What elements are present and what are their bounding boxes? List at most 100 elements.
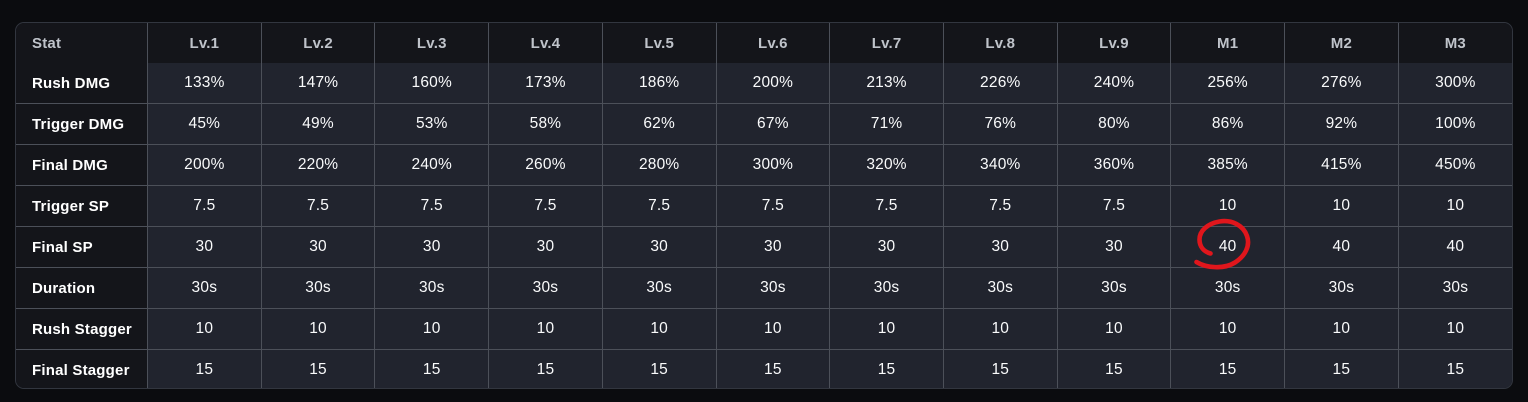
value-cell: 186% xyxy=(602,63,717,104)
column-header-m1: M1 xyxy=(1170,23,1286,63)
header-row: Stat Lv.1 Lv.2 Lv.3 Lv.4 Lv.5 Lv.6 Lv.7 Lv.8 Lv.9… xyxy=(16,23,1512,63)
row-label-final-dmg: Final DMG xyxy=(16,144,148,186)
value-cell: 30s xyxy=(147,267,262,309)
value-cell: 10 xyxy=(147,308,262,350)
row-label-rush-stagger: Rush Stagger xyxy=(16,308,148,350)
column-header-lv-9: Lv.9 xyxy=(1057,23,1172,63)
column-header-m3: M3 xyxy=(1398,23,1512,63)
value-cell: 7.5 xyxy=(1057,185,1172,227)
value-cell: 15 xyxy=(602,349,717,388)
column-header-lv-5: Lv.5 xyxy=(602,23,717,63)
value-cell: 30s xyxy=(602,267,717,309)
value-cell: 15 xyxy=(1170,349,1286,388)
value-cell: 30s xyxy=(261,267,376,309)
value-cell: 45% xyxy=(147,103,262,145)
value-cell: 160% xyxy=(374,63,490,104)
value-cell: 10 xyxy=(1170,185,1286,227)
table-row-final-dmg: Final DMG 200% 220% 240% 260% 280% 300% 320% 340… xyxy=(16,144,1512,186)
value-cell: 240% xyxy=(374,144,490,186)
value-cell: 15 xyxy=(716,349,831,388)
value-cell: 147% xyxy=(261,63,376,104)
row-label-duration: Duration xyxy=(16,267,148,309)
row-label-trigger-dmg: Trigger DMG xyxy=(16,103,148,145)
value-cell: 15 xyxy=(943,349,1058,388)
value-cell: 7.5 xyxy=(488,185,603,227)
value-cell: 40 xyxy=(1398,226,1512,268)
value-cell: 15 xyxy=(374,349,490,388)
value-cell: 10 xyxy=(716,308,831,350)
value-cell: 385% xyxy=(1170,144,1286,186)
value-cell: 30 xyxy=(829,226,944,268)
table-row-final-stagger: Final Stagger 15 15 15 15 15 15 15 15 15 15 15 15 xyxy=(16,349,1512,388)
value-cell: 76% xyxy=(943,103,1058,145)
column-header-lv-1: Lv.1 xyxy=(147,23,262,63)
table-row-duration: Duration 30s 30s 30s 30s 30s 30s 30s 30s 30s 30s 30… xyxy=(16,267,1512,309)
value-cell: 71% xyxy=(829,103,944,145)
value-cell: 30s xyxy=(1398,267,1512,309)
value-cell: 62% xyxy=(602,103,717,145)
value-cell: 220% xyxy=(261,144,376,186)
value-cell: 30 xyxy=(374,226,490,268)
column-header-lv-6: Lv.6 xyxy=(716,23,831,63)
value-cell: 7.5 xyxy=(602,185,717,227)
value-cell: 30s xyxy=(829,267,944,309)
value-cell: 133% xyxy=(147,63,262,104)
value-cell: 10 xyxy=(261,308,376,350)
value-cell: 30 xyxy=(147,226,262,268)
annotated-value-cell: 40 xyxy=(1170,226,1286,268)
value-cell: 15 xyxy=(147,349,262,388)
value-cell: 280% xyxy=(602,144,717,186)
table-row-trigger-sp: Trigger SP 7.5 7.5 7.5 7.5 7.5 7.5 7.5 7.5 7.5 10 1… xyxy=(16,185,1512,227)
value-cell: 40 xyxy=(1284,226,1399,268)
value-cell: 80% xyxy=(1057,103,1172,145)
value-cell: 100% xyxy=(1398,103,1512,145)
value-cell: 10 xyxy=(943,308,1058,350)
value-cell: 10 xyxy=(1170,308,1286,350)
value-cell: 7.5 xyxy=(261,185,376,227)
value-cell: 30 xyxy=(602,226,717,268)
row-label-rush-dmg: Rush DMG xyxy=(16,63,148,104)
value-cell: 53% xyxy=(374,103,490,145)
value-cell: 15 xyxy=(829,349,944,388)
value-cell: 360% xyxy=(1057,144,1172,186)
column-header-lv-3: Lv.3 xyxy=(374,23,490,63)
column-header-lv-8: Lv.8 xyxy=(943,23,1058,63)
value-cell: 240% xyxy=(1057,63,1172,104)
value-cell: 276% xyxy=(1284,63,1399,104)
value-cell: 30 xyxy=(261,226,376,268)
value-cell: 15 xyxy=(1398,349,1512,388)
value-cell: 10 xyxy=(1398,185,1512,227)
value-cell: 10 xyxy=(488,308,603,350)
value-cell: 200% xyxy=(716,63,831,104)
table-row-final-sp: Final SP 30 30 30 30 30 30 30 30 30 40 40 40 xyxy=(16,226,1512,268)
value-cell: 10 xyxy=(1284,308,1399,350)
value-cell: 15 xyxy=(1284,349,1399,388)
value-cell: 15 xyxy=(1057,349,1172,388)
value-cell: 340% xyxy=(943,144,1058,186)
value-cell: 30s xyxy=(1284,267,1399,309)
value-cell: 320% xyxy=(829,144,944,186)
row-label-final-stagger: Final Stagger xyxy=(16,349,148,388)
value-cell: 256% xyxy=(1170,63,1286,104)
value-cell: 30 xyxy=(1057,226,1172,268)
value-cell: 300% xyxy=(716,144,831,186)
value-cell: 415% xyxy=(1284,144,1399,186)
stats-table: Stat Lv.1 Lv.2 Lv.3 Lv.4 Lv.5 Lv.6 Lv.7 Lv.8 Lv.9… xyxy=(16,23,1512,388)
value-cell: 30s xyxy=(716,267,831,309)
value-cell: 30s xyxy=(1057,267,1172,309)
value-cell: 67% xyxy=(716,103,831,145)
value-cell: 7.5 xyxy=(716,185,831,227)
column-header-lv-7: Lv.7 xyxy=(829,23,944,63)
row-label-final-sp: Final SP xyxy=(16,226,148,268)
value-cell: 30 xyxy=(943,226,1058,268)
table-row-rush-stagger: Rush Stagger 10 10 10 10 10 10 10 10 10 10 10 10 xyxy=(16,308,1512,350)
value-cell: 10 xyxy=(602,308,717,350)
row-label-trigger-sp: Trigger SP xyxy=(16,185,148,227)
value-cell: 200% xyxy=(147,144,262,186)
table-row-trigger-dmg: Trigger DMG 45% 49% 53% 58% 62% 67% 71% 76% 80% 86… xyxy=(16,103,1512,145)
value-cell: 7.5 xyxy=(829,185,944,227)
value-cell: 30s xyxy=(943,267,1058,309)
value-cell: 450% xyxy=(1398,144,1512,186)
value-cell: 15 xyxy=(488,349,603,388)
